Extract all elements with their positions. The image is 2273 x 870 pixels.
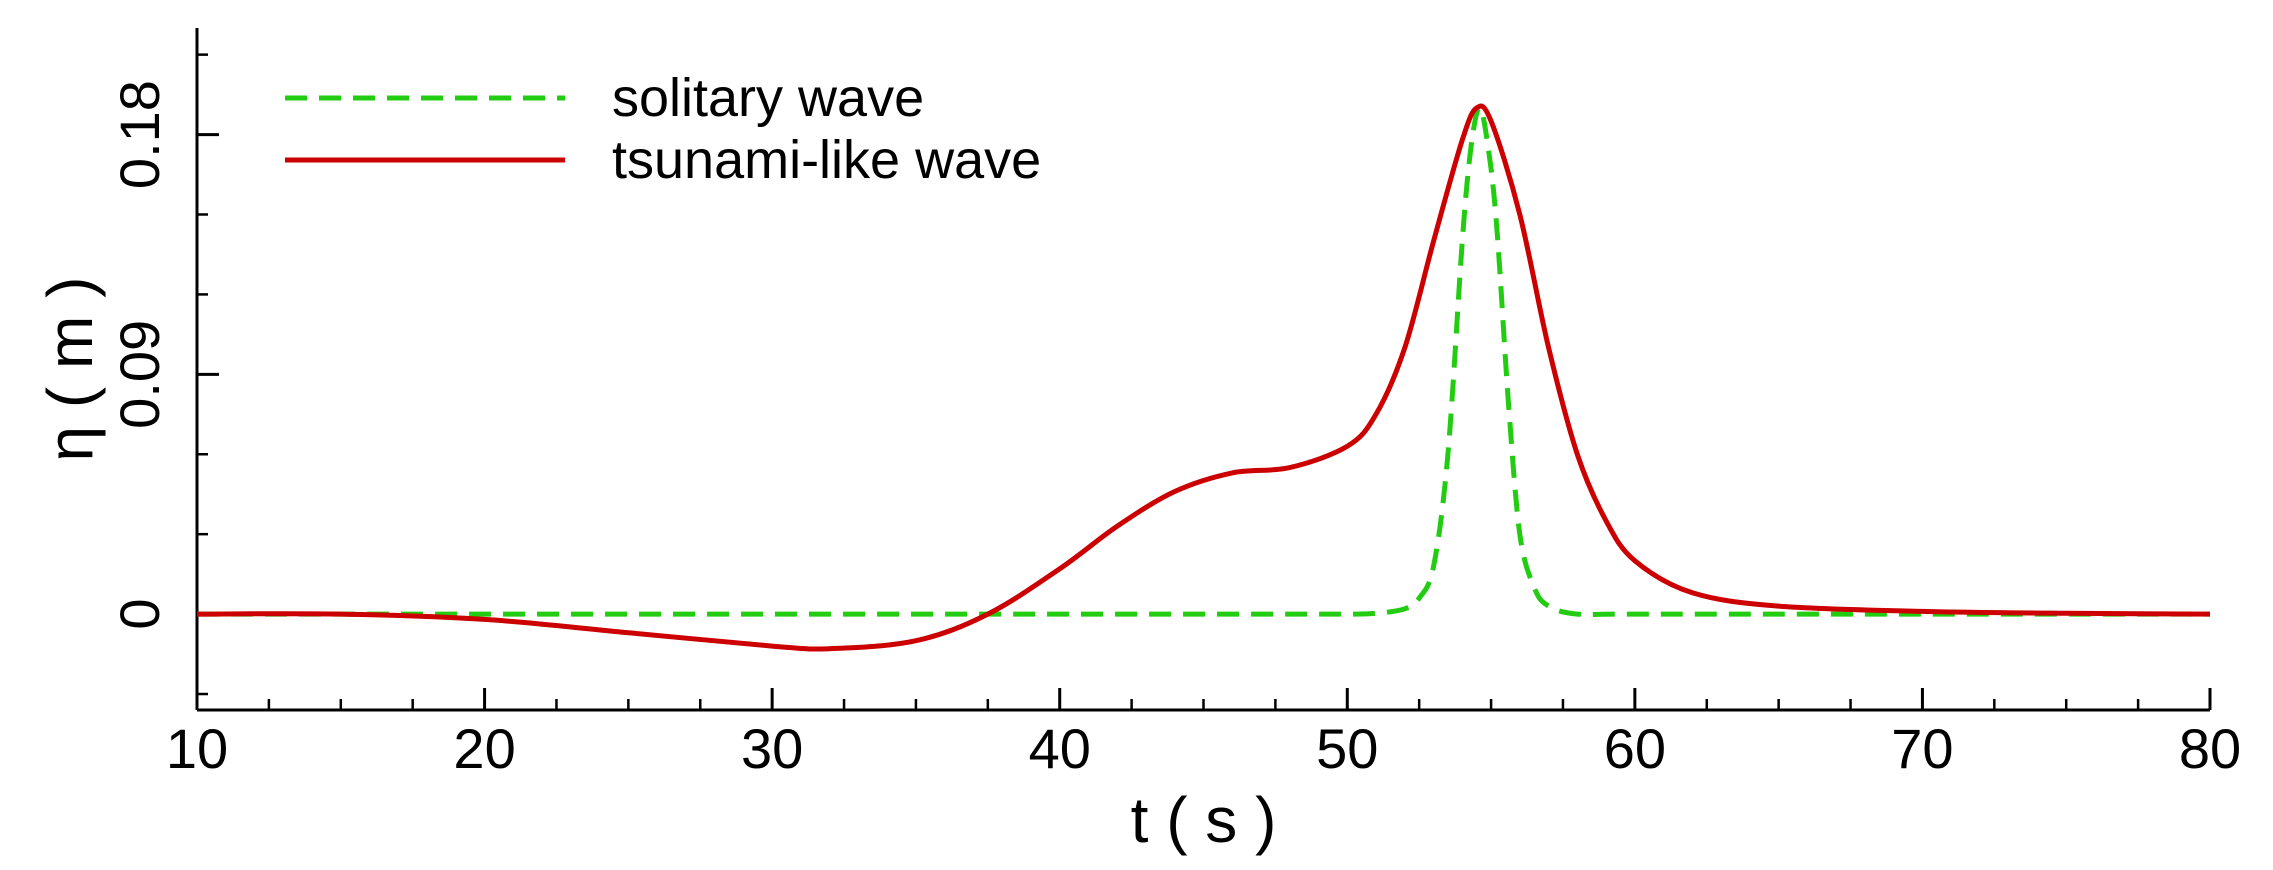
series-line-0	[197, 105, 2210, 618]
x-tick-label: 80	[2179, 717, 2241, 780]
y-axis-title: η ( m )	[34, 277, 106, 462]
legend-label-1: tsunami-like wave	[612, 130, 1041, 190]
y-tick-label: 0.09	[108, 320, 171, 429]
x-tick-label: 60	[1604, 717, 1666, 780]
legend-label-0: solitary wave	[612, 68, 924, 128]
x-tick-label: 10	[166, 717, 228, 780]
x-tick-label: 50	[1316, 717, 1378, 780]
x-tick-label: 30	[741, 717, 803, 780]
x-tick-label: 70	[1891, 717, 1953, 780]
x-tick-label: 40	[1029, 717, 1091, 780]
y-tick-label: 0.18	[108, 80, 171, 189]
series	[196, 103, 2211, 652]
series-line-1	[196, 103, 2211, 652]
axes	[195, 28, 2210, 712]
y-tick-label: 0	[108, 599, 171, 630]
ticks: 10 20 30 40 50 60 70 80 0 0.09 0.18	[108, 53, 2241, 780]
x-tick-label: 20	[453, 717, 515, 780]
x-axis-title: t ( s )	[1131, 784, 1277, 856]
